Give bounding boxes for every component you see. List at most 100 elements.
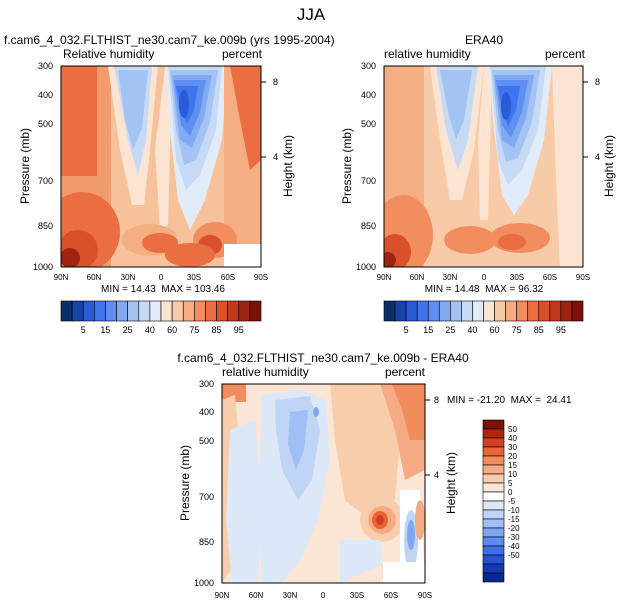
colorbar-swatch [138,300,151,322]
colorbar-label: 10 [508,470,517,479]
panel-era40-ylabel: Pressure (mb) [340,128,354,204]
x-tick-label: 30N [443,273,458,282]
colorbar-swatch [205,300,217,322]
panel-model-ylabel: Pressure (mb) [18,128,32,204]
colorbar-swatch [549,300,562,322]
colorbar-label: 40 [508,434,517,443]
colorbar-swatch [238,300,251,322]
panel-era40-right-string: percent [545,47,586,61]
y2-tick-label: 8 [595,77,600,87]
colorbar-swatch [482,455,505,466]
x-tick-label: 30N [283,591,298,600]
colorbar-swatch [482,473,505,484]
colorbar-swatch [216,300,228,322]
colorbar-swatch [571,300,584,322]
y-tick-label: 500 [361,119,376,129]
colorbar-label: 40 [145,325,155,335]
x-tick-label: 0 [482,273,487,282]
y2-tick-label: 8 [273,77,278,87]
colorbar-swatch [383,300,396,322]
colorbar-swatch [60,300,73,322]
panel-model-title: f.cam6_4_032.FLTHIST_ne30.cam7_ke.009b (… [4,33,335,47]
colorbar-swatch [482,536,505,547]
y-tick-label: 700 [361,176,376,186]
y-tick-label: 1000 [194,578,214,588]
panel-era40-x-axis: 90N 60N 30N 0 30S 60S 90S [377,273,590,282]
colorbar-swatch [405,300,418,322]
panel-era40-left-string: relative humidity [384,47,471,61]
colorbar-label: 60 [167,325,177,335]
colorbar-label: 75 [189,325,199,335]
colorbar-swatch [482,554,505,565]
panel-era40-y2-axis: 8 4 [583,77,600,162]
y-tick-label: 500 [199,436,214,446]
panel-era40-minmax: MIN = 14.48 MAX = 96.32 [425,284,544,295]
panel-era40: ERA40 relative humidity percent [340,33,616,335]
colorbar-swatch [482,491,505,502]
colorbar-swatch [538,300,551,322]
colorbar-swatch [482,482,505,493]
colorbar-label: 60 [490,325,500,335]
colorbar-swatch [482,500,505,511]
colorbar-label: 75 [512,325,522,335]
colorbar-swatch [394,300,407,322]
colorbar-label: 25 [445,325,455,335]
colorbar-swatch [71,300,84,322]
y-tick-label: 500 [38,119,53,129]
colorbar-swatch [438,300,451,322]
colorbar-swatch [227,300,240,322]
y2-tick-label: 4 [595,152,600,162]
colorbar-swatch [482,419,505,430]
colorbar-label: -50 [508,551,520,560]
panel-model-field [61,66,261,267]
x-tick-label: 60S [543,273,557,282]
colorbar-swatch [482,527,505,538]
colorbar-swatch [482,518,505,529]
colorbar-label: 25 [123,325,133,335]
colorbar-swatch [182,300,195,322]
colorbar-swatch [472,300,484,322]
colorbar-era40: 5 15 25 40 60 75 85 95 [383,300,584,335]
x-tick-label: 60N [410,273,425,282]
x-tick-label: 90S [418,591,432,600]
panel-model-minmax: MIN = 14.43 MAX = 103.46 [101,284,225,295]
colorbar-label: 15 [508,461,517,470]
colorbar-swatch [82,300,95,322]
x-tick-label: 30N [121,273,136,282]
panel-diff-y-axis: 300 400 500 700 850 1000 [194,379,214,588]
panel-diff-title: f.cam6_4_032.FLTHIST_ne30.cam7_ke.009b -… [177,351,469,365]
y2-tick-label: 8 [434,395,439,405]
colorbar-swatch [482,509,505,520]
y-tick-label: 1000 [356,262,376,272]
colorbar-model: 5 15 25 40 60 75 85 95 [60,300,262,335]
colorbar-label: -40 [508,542,520,551]
colorbar-swatch [427,300,440,322]
panel-diff-y2-axis: 8 4 [425,395,439,480]
y-tick-label: 400 [38,90,53,100]
x-tick-label: 60S [384,591,398,600]
panel-era40-title: ERA40 [465,33,503,47]
panel-diff-minmax: MIN = -21.20 MAX = 24.41 [447,395,572,406]
panel-diff-ylabel-right: Height (km) [444,452,458,514]
panel-model-y2-axis: 8 4 [261,77,278,162]
colorbar-label: 5 [81,325,86,335]
x-tick-label: 90N [54,273,69,282]
panel-diff-x-axis: 90N 60N 30N 0 30S 60S 90S [215,591,432,600]
colorbar-swatch [249,300,262,322]
colorbar-label: 40 [467,325,477,335]
colorbar-label: -20 [508,524,520,533]
x-tick-label: 60S [221,273,235,282]
colorbar-swatch [482,464,505,475]
colorbar-label: 0 [508,488,513,497]
colorbar-swatch [494,300,506,322]
panel-diff-field [222,384,425,583]
x-tick-label: 30S [350,591,364,600]
y-tick-label: 850 [38,221,53,231]
colorbar-swatch [560,300,573,322]
y-tick-label: 300 [199,379,214,389]
panel-model-left-string: Relative humidity [63,47,154,61]
panel-model: f.cam6_4_032.FLTHIST_ne30.cam7_ke.009b (… [4,33,335,335]
colorbar-label: 5 [508,479,513,488]
